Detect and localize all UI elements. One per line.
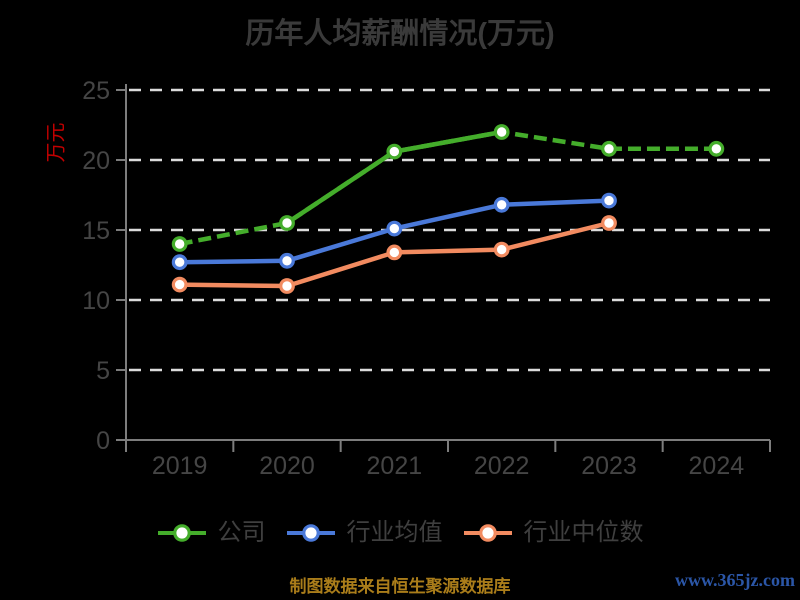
legend-item-company[interactable]: 公司: [157, 521, 266, 545]
y-tick-label: 15: [82, 217, 110, 245]
data-point-marker: [386, 143, 403, 160]
y-tick-label: 5: [96, 357, 110, 385]
data-point-marker: [171, 254, 188, 271]
legend: 公司 行业均值 行业中位数: [0, 521, 800, 545]
series-line-2: [171, 215, 617, 294]
data-point-marker: [601, 192, 617, 209]
watermark-link[interactable]: www.365jz.com: [675, 570, 795, 590]
data-source-note: 制图数据来自恒生聚源数据库: [289, 577, 511, 596]
x-tick-label: 2022: [474, 452, 530, 480]
data-point-marker: [171, 236, 188, 252]
x-tick-label: 2019: [152, 452, 208, 480]
series-line-0: [171, 124, 725, 252]
legend-item-label: 行业均值: [346, 519, 443, 546]
industry-average-legend-marker-icon: [286, 524, 335, 542]
y-tick-label: 20: [82, 147, 110, 175]
company-legend-marker-icon: [157, 524, 206, 542]
legend-item-label: 公司: [217, 519, 266, 546]
data-point-marker: [493, 124, 510, 140]
data-point-marker: [708, 140, 725, 157]
x-tick-label: 2024: [689, 452, 745, 480]
series-line-1: [171, 192, 617, 271]
legend-item-industry-median[interactable]: 行业中位数: [463, 521, 644, 545]
data-point-marker: [171, 276, 188, 293]
y-tick-label: 10: [82, 287, 110, 315]
data-point-marker: [386, 244, 403, 261]
chart-title: 历年人均薪酬情况(万元): [245, 18, 555, 50]
data-point-marker: [493, 196, 510, 213]
data-point-marker: [279, 278, 295, 294]
industry-median-legend-marker-icon: [463, 524, 512, 542]
legend-item-industry-average[interactable]: 行业均值: [286, 521, 443, 545]
gridlines: [129, 88, 770, 372]
y-tick-label: 0: [96, 427, 110, 455]
plot-area: 0 5 10 15 20 25 2019 2020 2021 2022 2023 2024: [82, 77, 771, 480]
data-point-marker: [279, 252, 295, 269]
data-point-marker: [386, 220, 403, 237]
y-tick-label: 25: [82, 77, 110, 105]
axes: 0 5 10 15 20 25 2019 2020 2021 2022 2023 2024: [82, 77, 771, 480]
x-tick-label: 2020: [259, 452, 315, 480]
x-tick-label: 2021: [367, 452, 423, 480]
x-tick-label: 2023: [581, 452, 637, 480]
data-point-marker: [279, 215, 295, 231]
data-point-marker: [493, 241, 510, 258]
data-point-marker: [601, 215, 617, 231]
legend-item-label: 行业中位数: [523, 519, 644, 546]
data-point-marker: [601, 140, 617, 157]
